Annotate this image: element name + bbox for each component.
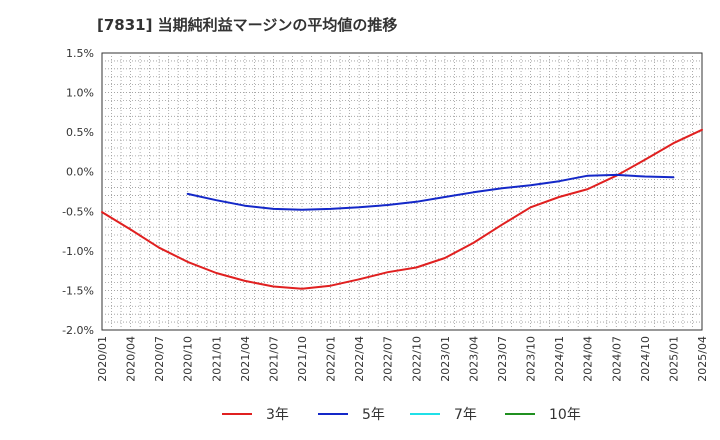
x-tick-label: 2021/01 [210, 336, 223, 382]
series-line-3年 [101, 128, 703, 290]
x-tick-label: 2022/01 [325, 336, 338, 382]
x-tick-label: 2021/04 [239, 336, 252, 382]
chart-title: [7831] 当期純利益マージンの平均値の推移 [97, 16, 398, 34]
x-tick-label: 2023/07 [496, 336, 509, 382]
series-lines [101, 128, 703, 290]
x-tick-label: 2024/04 [582, 336, 595, 382]
x-tick-label: 2022/04 [353, 336, 366, 382]
x-tick-label: 2024/10 [639, 336, 652, 382]
y-tick-label: 1.5% [66, 47, 94, 60]
y-tick-label: 0.0% [66, 166, 94, 179]
x-tick-label: 2024/01 [553, 336, 566, 382]
y-tick-label: -0.5% [62, 205, 94, 218]
legend-label: 3年 [266, 407, 289, 423]
x-tick-label: 2021/10 [296, 336, 309, 382]
grid-lines [102, 53, 702, 330]
x-tick-label: 2025/01 [667, 336, 680, 382]
plot-area [101, 52, 703, 331]
x-tick-label: 2021/07 [267, 336, 280, 382]
legend: 3年 5年 7年 10年 [222, 407, 581, 423]
legend-label: 10年 [549, 407, 581, 423]
y-tick-label: 0.5% [66, 126, 94, 139]
x-tick-label: 2022/07 [382, 336, 395, 382]
x-tick-label: 2024/07 [610, 336, 623, 382]
x-tick-label: 2020/10 [182, 336, 195, 382]
x-tick-label: 2020/07 [153, 336, 166, 382]
x-axis-ticks: 2020/01 2020/04 2020/07 2020/10 2021/01 2021/… [96, 336, 709, 382]
legend-label: 7年 [454, 407, 477, 423]
y-tick-label: -1.5% [62, 284, 94, 297]
x-tick-label: 2023/10 [525, 336, 538, 382]
y-tick-label: -2.0% [62, 324, 94, 337]
x-tick-label: 2025/04 [696, 336, 709, 382]
y-tick-label: -1.0% [62, 245, 94, 258]
y-axis-ticks: 1.5% 1.0% 0.5% 0.0% -0.5% -1.0% -1.5% -2.0% [62, 47, 94, 337]
legend-label: 5年 [362, 407, 385, 423]
x-tick-label: 2022/10 [410, 336, 423, 382]
x-tick-label: 2020/01 [96, 336, 109, 382]
x-tick-label: 2023/04 [467, 336, 480, 382]
y-tick-label: 1.0% [66, 87, 94, 100]
x-tick-label: 2020/04 [125, 336, 138, 382]
series-line-5年 [186, 173, 675, 211]
x-tick-label: 2023/01 [439, 336, 452, 382]
